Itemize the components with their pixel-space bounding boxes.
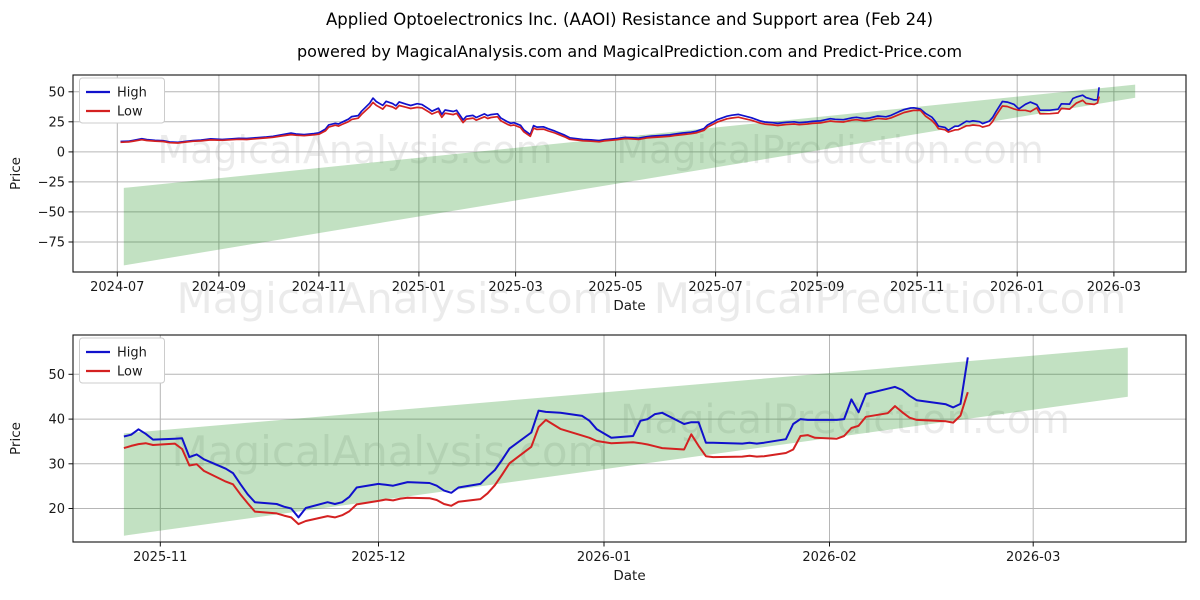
axes-spines <box>72 74 1187 273</box>
low-line <box>123 391 969 526</box>
x-tick-label: 2024-07 <box>90 280 144 295</box>
x-tick-label: 2024-09 <box>192 280 246 295</box>
x-tick-label: 2026-03 <box>1006 550 1060 565</box>
legend-label-low: Low <box>117 365 143 380</box>
y-tick-label: 25 <box>48 115 65 130</box>
chart-title: Applied Optoelectronics Inc. (AAOI) Resi… <box>325 10 934 29</box>
x-tick-label: 2024-11 <box>292 280 346 295</box>
watermark-text: MagicalPrediction.com <box>616 128 1044 172</box>
support-resistance-band <box>123 84 1136 266</box>
x-tick-label: 2025-09 <box>790 280 844 295</box>
y-tick-label: 20 <box>48 502 65 517</box>
y-tick-label: 30 <box>48 457 65 472</box>
y-tick-label: 40 <box>48 413 65 428</box>
x-tick-label: 2025-11 <box>133 550 187 565</box>
chart-subtitle: powered by MagicalAnalysis.com and Magic… <box>296 42 963 61</box>
legend-label-low: Low <box>117 105 143 120</box>
y-axis-label: Price <box>8 422 24 455</box>
y-tick-label: −50 <box>38 205 65 220</box>
high-line <box>123 357 969 519</box>
x-axis-label: Date <box>613 568 645 584</box>
subplot-recent-zoom: 50 40 30 20 2025-11 2025-12 2026-01 2026-02 2026… <box>8 334 1187 584</box>
y-tick-label: −75 <box>38 236 65 251</box>
subplot-full-history: 50 25 0 −25 −50 −75 2024-07 2024-09 2024-11 2025-… <box>8 74 1187 314</box>
x-tick-label: 2025-01 <box>392 280 446 295</box>
x-tick-label: 2026-01 <box>577 550 631 565</box>
watermark-text: MagicalAnalysis.com <box>157 128 552 172</box>
y-tick-label: 50 <box>48 368 65 383</box>
high-line <box>120 87 1100 144</box>
legend-label-high: High <box>117 346 147 361</box>
x-tick-label: 2025-05 <box>588 280 642 295</box>
watermark-text: MagicalPrediction.com <box>654 274 1127 323</box>
legend-label-high: High <box>117 86 147 101</box>
x-tick-label: 2025-11 <box>890 280 944 295</box>
x-axis-label: Date <box>613 298 645 314</box>
y-tick-label: 50 <box>48 85 65 100</box>
y-axis-label: Price <box>8 157 24 190</box>
low-line <box>120 96 1100 144</box>
x-tick-label: 2026-03 <box>1087 280 1141 295</box>
axes-spines <box>72 334 1187 543</box>
x-tick-label: 2025-07 <box>688 280 742 295</box>
x-tick-label: 2026-02 <box>802 550 856 565</box>
x-tick-label: 2025-12 <box>351 550 405 565</box>
watermark-text: MagicalAnalysis.com <box>177 274 614 323</box>
x-tick-label: 2026-01 <box>990 280 1044 295</box>
x-tick-label: 2025-03 <box>488 280 542 295</box>
y-tick-label: 0 <box>57 145 65 160</box>
legend: High Low <box>79 77 165 124</box>
legend: High Low <box>79 337 165 384</box>
y-tick-label: −25 <box>38 175 65 190</box>
